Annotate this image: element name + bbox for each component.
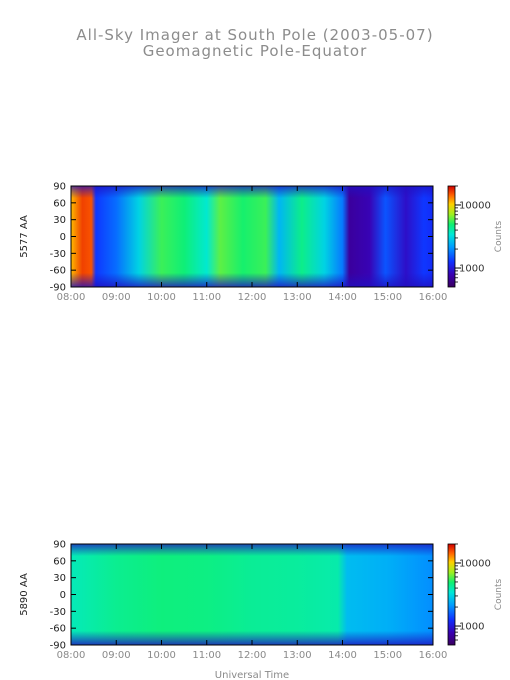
x-tick-label: 09:00	[102, 650, 131, 661]
y-axis-label: 5577 AA	[19, 215, 30, 258]
y-tick-label: 90	[53, 540, 66, 551]
x-tick-label: 16:00	[419, 650, 448, 661]
y-tick-label: -90	[50, 641, 66, 652]
x-tick-label: 08:00	[57, 650, 86, 661]
x-tick-label: 10:00	[147, 650, 176, 661]
x-tick-label: 11:00	[192, 650, 221, 661]
x-tick-label: 08:00	[57, 292, 86, 303]
y-tick-label: 60	[53, 198, 66, 209]
x-tick-label: 13:00	[283, 292, 312, 303]
y-tick-label: 30	[53, 215, 66, 226]
y-tick-label: 30	[53, 573, 66, 584]
y-tick-label: 60	[53, 556, 66, 567]
y-tick-label: 0	[60, 232, 66, 243]
colorbar-tick-label: 10000	[459, 200, 491, 211]
x-tick-label: 14:00	[328, 650, 357, 661]
y-tick-label: -60	[50, 624, 66, 635]
colorbar-tick-label: 1000	[459, 622, 484, 633]
y-axis-label: 5890 AA	[19, 573, 30, 616]
x-tick-label: 16:00	[419, 292, 448, 303]
heatmap-edge-fade	[71, 186, 433, 287]
x-tick-label: 12:00	[238, 292, 267, 303]
y-tick-label: -60	[50, 266, 66, 277]
x-tick-label: 15:00	[373, 650, 402, 661]
x-tick-label: 13:00	[283, 650, 312, 661]
figure-title: All-Sky Imager at South Pole (2003-05-07…	[76, 26, 434, 44]
colorbar-tick-label: 1000	[459, 264, 484, 275]
y-tick-label: -30	[50, 607, 66, 618]
y-tick-label: 0	[60, 590, 66, 601]
x-axis-label: Universal Time	[215, 670, 289, 680]
x-tick-label: 12:00	[238, 650, 267, 661]
y-tick-label: 90	[53, 182, 66, 193]
x-tick-label: 15:00	[373, 292, 402, 303]
colorbar-label: Counts	[494, 578, 504, 610]
colorbar	[447, 185, 456, 288]
heatmap-edge-fade	[71, 544, 433, 645]
colorbar-tick-label: 10000	[459, 558, 491, 569]
x-tick-label: 09:00	[102, 292, 131, 303]
colorbar	[447, 543, 456, 646]
x-tick-label: 10:00	[147, 292, 176, 303]
x-tick-label: 11:00	[192, 292, 221, 303]
x-tick-label: 14:00	[328, 292, 357, 303]
colorbar-label: Counts	[494, 220, 504, 252]
y-tick-label: -30	[50, 249, 66, 260]
y-tick-label: -90	[50, 283, 66, 294]
figure-subtitle: Geomagnetic Pole-Equator	[142, 42, 368, 60]
